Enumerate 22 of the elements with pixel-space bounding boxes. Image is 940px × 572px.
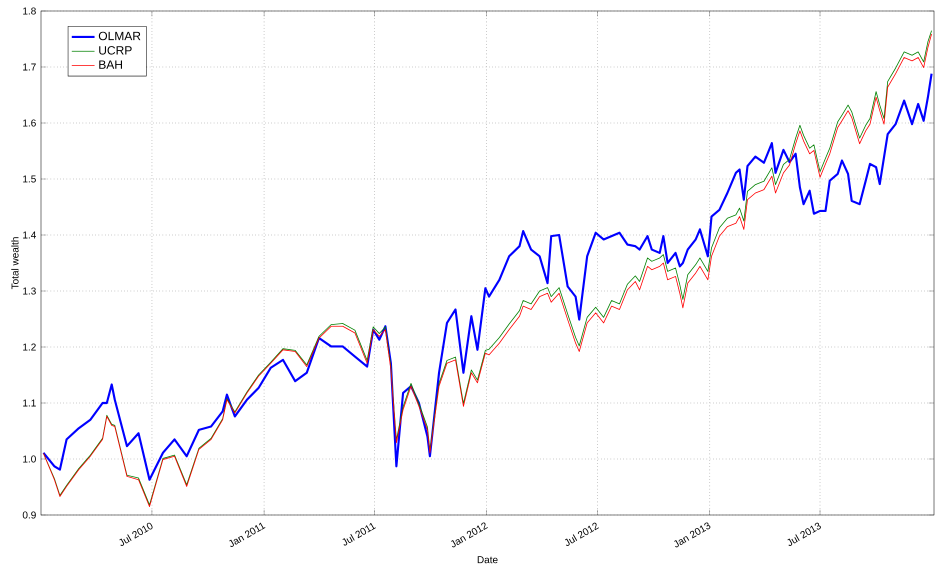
legend-label: UCRP — [99, 46, 132, 55]
y-tick-label: 1.6 — [23, 119, 36, 127]
y-tick-label: 1.1 — [23, 400, 36, 406]
y-tick-label: 0.9 — [22, 511, 36, 519]
x-tick-label: Jul 2011 — [342, 522, 376, 546]
x-tick-label: Jul 2012 — [564, 522, 599, 546]
y-tick-label: 1.3 — [23, 287, 36, 295]
y-axis-title: Total wealth — [11, 237, 19, 290]
x-tick-label: Jul 2010 — [119, 522, 153, 546]
y-tick-label: 1.2 — [23, 344, 36, 350]
legend-label: OLMAR — [98, 32, 140, 40]
y-tick-label: 1.8 — [23, 7, 36, 15]
x-axis-title: Date — [478, 556, 498, 564]
y-tick-label: 1.0 — [23, 455, 36, 463]
x-tick-label: Jan 2013 — [674, 522, 710, 548]
x-tick-label: Jan 2011 — [229, 522, 266, 547]
y-tick-label: 1.5 — [23, 176, 36, 182]
y-tick-label: 1.7 — [23, 64, 36, 70]
x-tick-label: Jan 2012 — [451, 522, 488, 548]
y-tick-label: 1.4 — [23, 232, 36, 238]
x-tick-label: Jul 2013 — [787, 522, 821, 546]
legend-label: BAH — [99, 60, 122, 69]
